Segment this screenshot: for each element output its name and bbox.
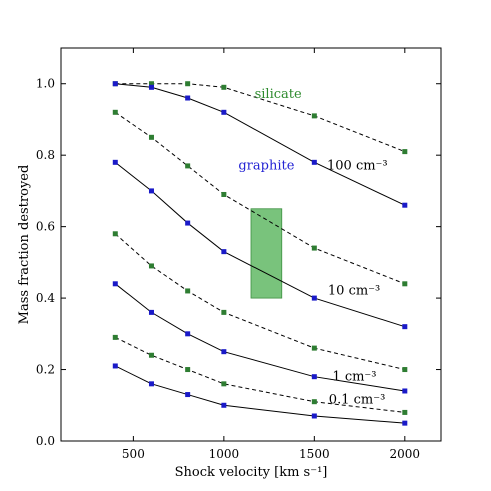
- y-tick-label: 0.6: [36, 220, 55, 234]
- graphite-series-line-3: [114, 161, 405, 328]
- silicate-data-point: [402, 149, 408, 155]
- graphite-series-line-5: [114, 283, 405, 392]
- graphite-data-point: [112, 81, 118, 87]
- silicate-data-point: [221, 309, 227, 315]
- graphite-data-point: [221, 249, 227, 255]
- graphite-data-point: [311, 159, 317, 165]
- graphite-data-point: [148, 309, 154, 315]
- graphite-series-line-7: [115, 365, 405, 424]
- plot-frame: [60, 47, 442, 442]
- graphite-data-point: [112, 281, 118, 287]
- y-tick-label: 0.2: [36, 363, 55, 377]
- silicate-data-point: [185, 81, 191, 87]
- silicate-data-point: [148, 352, 154, 358]
- silicate-series-line-6: [115, 336, 405, 413]
- graphite-data-point: [402, 202, 408, 208]
- silicate-data-point: [221, 381, 227, 387]
- graphite-data-point: [402, 324, 408, 330]
- annotation-3: 10 cm⁻³: [328, 284, 380, 299]
- graphite-data-point: [112, 363, 118, 369]
- graphite-data-point: [185, 95, 191, 101]
- graphite-series-line-1: [115, 83, 406, 206]
- graphite-data-point: [148, 381, 154, 387]
- silicate-series-line-0: [115, 83, 405, 153]
- silicate-series-line-4: [114, 233, 405, 371]
- graphite-data-point: [185, 392, 191, 398]
- annotation-2: 100 cm⁻³: [327, 158, 388, 173]
- silicate-data-point: [311, 399, 317, 405]
- silicate-data-point: [221, 191, 227, 197]
- graphite-data-point: [185, 331, 191, 337]
- silicate-data-point: [148, 134, 154, 140]
- silicate-data-point: [221, 84, 227, 90]
- y-tick-label: 0.8: [36, 148, 55, 162]
- silicate-data-point: [402, 367, 408, 373]
- silicate-data-point: [311, 245, 317, 251]
- y-tick-label: 0.4: [36, 291, 55, 305]
- shaded-region: [250, 208, 283, 299]
- graphite-data-point: [402, 388, 408, 394]
- silicate-data-point: [112, 109, 118, 115]
- silicate-data-point: [148, 263, 154, 269]
- annotation-1: graphite: [238, 158, 294, 173]
- silicate-data-point: [112, 334, 118, 340]
- graphite-data-point: [148, 84, 154, 90]
- x-tick-label: 2000: [390, 447, 421, 461]
- y-tick-label: 1.0: [36, 77, 55, 91]
- silicate-data-point: [185, 288, 191, 294]
- graphite-data-point: [311, 413, 317, 419]
- plot-area: silicate graphite 100 cm⁻³ 10 cm⁻³ 1 cm⁻³ 0.1…: [112, 81, 408, 426]
- x-axis-label: Shock velocity [km s⁻¹]: [175, 465, 328, 480]
- y-axis-label: Mass fraction destroyed: [17, 165, 32, 325]
- annotation-4: 1 cm⁻³: [332, 369, 376, 384]
- graphite-data-point: [221, 349, 227, 355]
- silicate-data-point: [112, 231, 118, 237]
- graphite-data-point: [112, 159, 118, 165]
- graphite-data-point: [185, 220, 191, 226]
- silicate-series-line-2: [115, 111, 405, 285]
- silicate-data-point: [185, 367, 191, 373]
- graphite-data-point: [148, 188, 154, 194]
- graphite-data-point: [221, 402, 227, 408]
- annotation-0: silicate: [255, 87, 302, 102]
- graphite-data-point: [402, 420, 408, 426]
- silicate-data-point: [311, 345, 317, 351]
- silicate-data-point: [402, 281, 408, 287]
- graphite-data-point: [311, 374, 317, 380]
- x-tick-label: 500: [122, 447, 145, 461]
- graphite-data-point: [311, 295, 317, 301]
- x-tick-label: 1500: [299, 447, 330, 461]
- graphite-data-point: [221, 109, 227, 115]
- silicate-data-point: [148, 81, 154, 87]
- silicate-data-point: [311, 113, 317, 119]
- x-tick-label: 1000: [209, 447, 240, 461]
- y-tick-label: 0.0: [36, 434, 55, 448]
- annotation-5: 0.1 cm⁻³: [329, 392, 386, 407]
- silicate-data-point: [402, 409, 408, 415]
- silicate-data-point: [185, 163, 191, 169]
